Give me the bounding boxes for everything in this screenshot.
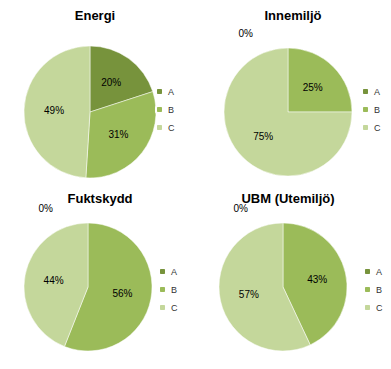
svg-text:B: B — [171, 285, 177, 295]
svg-text:B: B — [168, 105, 174, 115]
svg-text:31%: 31% — [108, 129, 128, 140]
svg-text:C: C — [374, 123, 381, 133]
svg-text:B: B — [374, 105, 380, 115]
svg-text:Innemiljö: Innemiljö — [264, 8, 321, 23]
svg-text:57%: 57% — [239, 289, 259, 300]
svg-text:20%: 20% — [101, 77, 121, 88]
svg-text:UBM (Utemiljö): UBM (Utemiljö) — [241, 191, 334, 206]
svg-text:A: A — [168, 87, 174, 97]
svg-text:44%: 44% — [44, 275, 64, 286]
svg-text:C: C — [376, 303, 383, 313]
svg-text:49%: 49% — [44, 105, 64, 116]
svg-text:25%: 25% — [303, 82, 323, 93]
svg-text:Energi: Energi — [75, 8, 115, 23]
svg-text:43%: 43% — [307, 274, 327, 285]
svg-text:C: C — [168, 123, 175, 133]
svg-text:0%: 0% — [39, 203, 54, 214]
svg-text:Fuktskydd: Fuktskydd — [67, 191, 132, 206]
svg-text:75%: 75% — [253, 131, 273, 142]
svg-text:A: A — [376, 267, 382, 277]
svg-text:C: C — [171, 303, 178, 313]
svg-text:0%: 0% — [233, 202, 248, 214]
svg-text:B: B — [376, 285, 382, 295]
svg-text:A: A — [374, 87, 380, 97]
svg-text:A: A — [171, 267, 177, 277]
svg-text:56%: 56% — [112, 288, 132, 299]
svg-text:0%: 0% — [239, 28, 254, 39]
